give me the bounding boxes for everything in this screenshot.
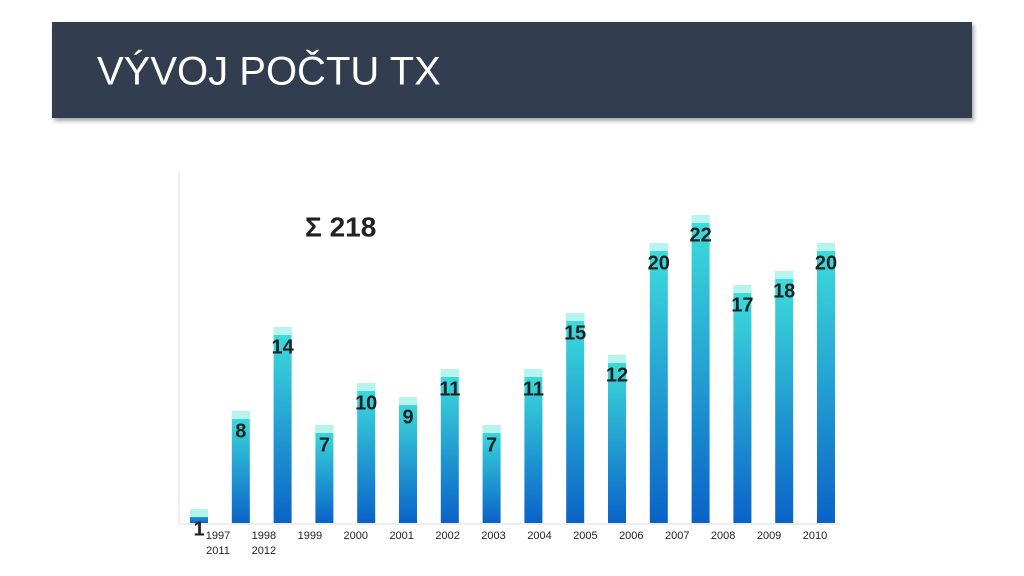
bar (440, 369, 459, 523)
data-label: 17 (731, 294, 753, 316)
data-label: 8 (235, 420, 246, 442)
bar (649, 243, 668, 523)
bar (608, 355, 626, 523)
data-label: 7 (319, 434, 330, 456)
data-label: 15 (564, 322, 586, 344)
data-label: 18 (773, 280, 795, 302)
data-label: 11 (439, 378, 460, 400)
x-axis-label: 2007 (665, 530, 689, 542)
bar (733, 285, 752, 523)
x-axis-label: 2000 (344, 530, 368, 542)
x-axis-label: 2009 (757, 530, 781, 542)
x-axis-label: 1997 (206, 530, 230, 542)
x-axis-label: 2004 (527, 530, 551, 542)
x-axis-label: 2003 (481, 530, 505, 542)
bar (524, 369, 543, 523)
data-label: 12 (606, 364, 628, 386)
x-axis-label: 2008 (711, 530, 735, 542)
data-label: 1 (193, 518, 204, 540)
data-label: 10 (355, 392, 377, 414)
bar (315, 425, 334, 523)
bar (566, 313, 585, 523)
x-axis-label: 2002 (435, 530, 459, 542)
x-axis-label: 1998 (252, 530, 276, 542)
data-label: 20 (648, 252, 670, 274)
bar (399, 397, 417, 523)
title: VÝVOJ POČTU TX (97, 49, 441, 94)
header-band (52, 22, 972, 118)
x-axis-label: 2011 (206, 545, 230, 557)
data-label: 14 (271, 336, 294, 358)
data-label: 22 (689, 224, 711, 246)
data-label: 20 (815, 252, 837, 274)
x-axis-label: 2010 (803, 530, 827, 542)
bar (482, 425, 501, 523)
x-axis-label: 2012 (252, 545, 276, 557)
x-axis-label: 2005 (573, 530, 597, 542)
x-axis-label: 1999 (298, 530, 322, 542)
x-axis-label: 2001 (389, 530, 413, 542)
bar (273, 327, 292, 523)
x-axis-label: 2006 (619, 530, 643, 542)
bar (817, 243, 835, 523)
data-label: 11 (523, 378, 544, 400)
data-label: 9 (402, 406, 413, 428)
bar (190, 509, 208, 523)
data-label: 7 (486, 434, 497, 456)
bar (357, 383, 376, 523)
bar (231, 411, 250, 523)
bar (775, 271, 794, 523)
annotation: Σ 218 (305, 211, 376, 242)
bar (691, 215, 710, 523)
